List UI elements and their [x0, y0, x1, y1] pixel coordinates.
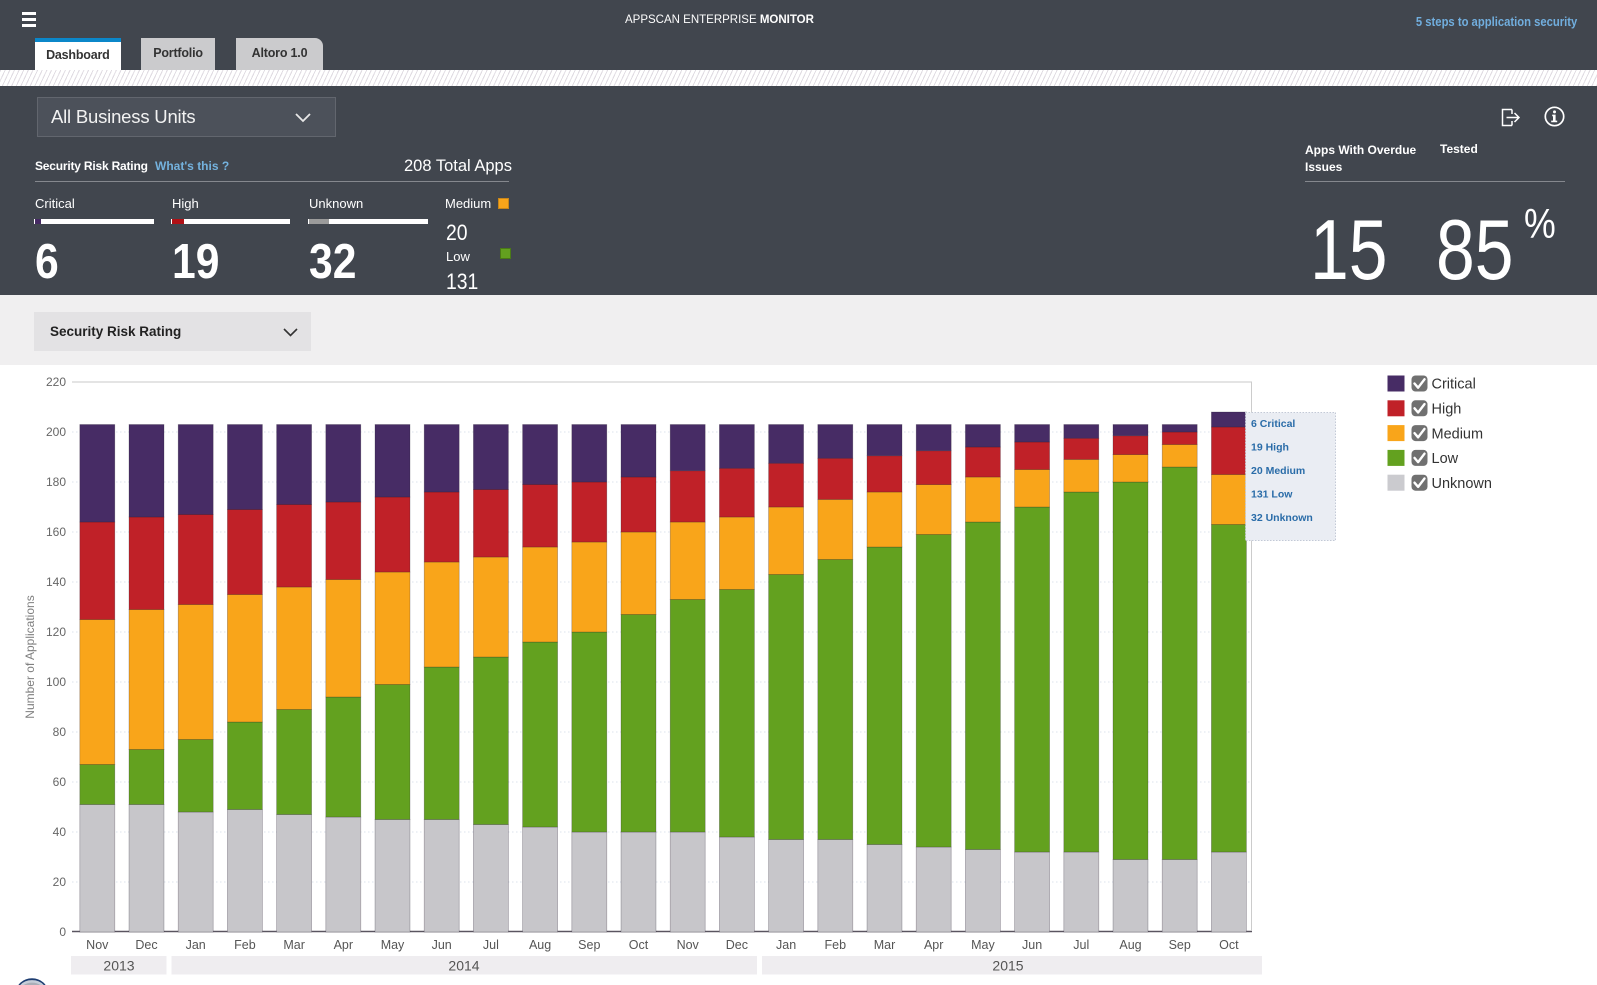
svg-text:Critical: Critical	[1432, 377, 1476, 393]
svg-text:220: 220	[46, 375, 66, 389]
svg-text:Jan: Jan	[776, 938, 796, 952]
svg-text:180: 180	[46, 475, 66, 489]
svg-text:6 Critical: 6 Critical	[1251, 418, 1295, 430]
svg-text:Aug: Aug	[1119, 938, 1141, 952]
svg-text:Oct: Oct	[1219, 938, 1239, 952]
svg-text:Medium: Medium	[1432, 426, 1484, 442]
svg-text:Apr: Apr	[924, 938, 943, 952]
svg-text:Jun: Jun	[1022, 938, 1042, 952]
svg-text:Nov: Nov	[677, 938, 700, 952]
svg-text:Jun: Jun	[432, 938, 452, 952]
svg-text:Low: Low	[1432, 451, 1459, 467]
svg-text:2015: 2015	[992, 958, 1023, 974]
svg-text:May: May	[971, 938, 995, 952]
svg-text:Dec: Dec	[726, 938, 748, 952]
svg-text:120: 120	[46, 625, 66, 639]
svg-text:Dec: Dec	[135, 938, 157, 952]
svg-text:20 Medium: 20 Medium	[1251, 465, 1305, 477]
svg-text:May: May	[381, 938, 405, 952]
svg-text:131 Low: 131 Low	[1251, 489, 1293, 501]
svg-text:Jan: Jan	[186, 938, 206, 952]
svg-text:32 Unknown: 32 Unknown	[1251, 512, 1313, 524]
svg-text:80: 80	[53, 725, 67, 739]
svg-text:100: 100	[46, 675, 66, 689]
svg-text:Mar: Mar	[874, 938, 896, 952]
svg-text:2014: 2014	[448, 958, 479, 974]
svg-text:0: 0	[59, 925, 66, 939]
svg-text:2013: 2013	[103, 958, 134, 974]
svg-text:Apr: Apr	[334, 938, 353, 952]
svg-text:Jul: Jul	[483, 938, 499, 952]
svg-text:Sep: Sep	[1169, 938, 1191, 952]
svg-text:Feb: Feb	[234, 938, 256, 952]
svg-text:High: High	[1432, 402, 1462, 418]
svg-text:60: 60	[53, 775, 67, 789]
svg-text:Aug: Aug	[529, 938, 551, 952]
svg-text:160: 160	[46, 525, 66, 539]
svg-text:Number of Applications: Number of Applications	[23, 595, 37, 718]
svg-text:20: 20	[53, 875, 67, 889]
svg-text:40: 40	[53, 825, 67, 839]
svg-text:200: 200	[46, 425, 66, 439]
svg-text:140: 140	[46, 575, 66, 589]
svg-text:Sep: Sep	[578, 938, 600, 952]
svg-text:Jul: Jul	[1073, 938, 1089, 952]
svg-text:Unknown: Unknown	[1432, 476, 1492, 492]
svg-text:19 High: 19 High	[1251, 442, 1289, 454]
svg-text:Oct: Oct	[629, 938, 649, 952]
svg-text:Feb: Feb	[825, 938, 847, 952]
svg-text:Mar: Mar	[283, 938, 305, 952]
svg-text:Nov: Nov	[86, 938, 109, 952]
